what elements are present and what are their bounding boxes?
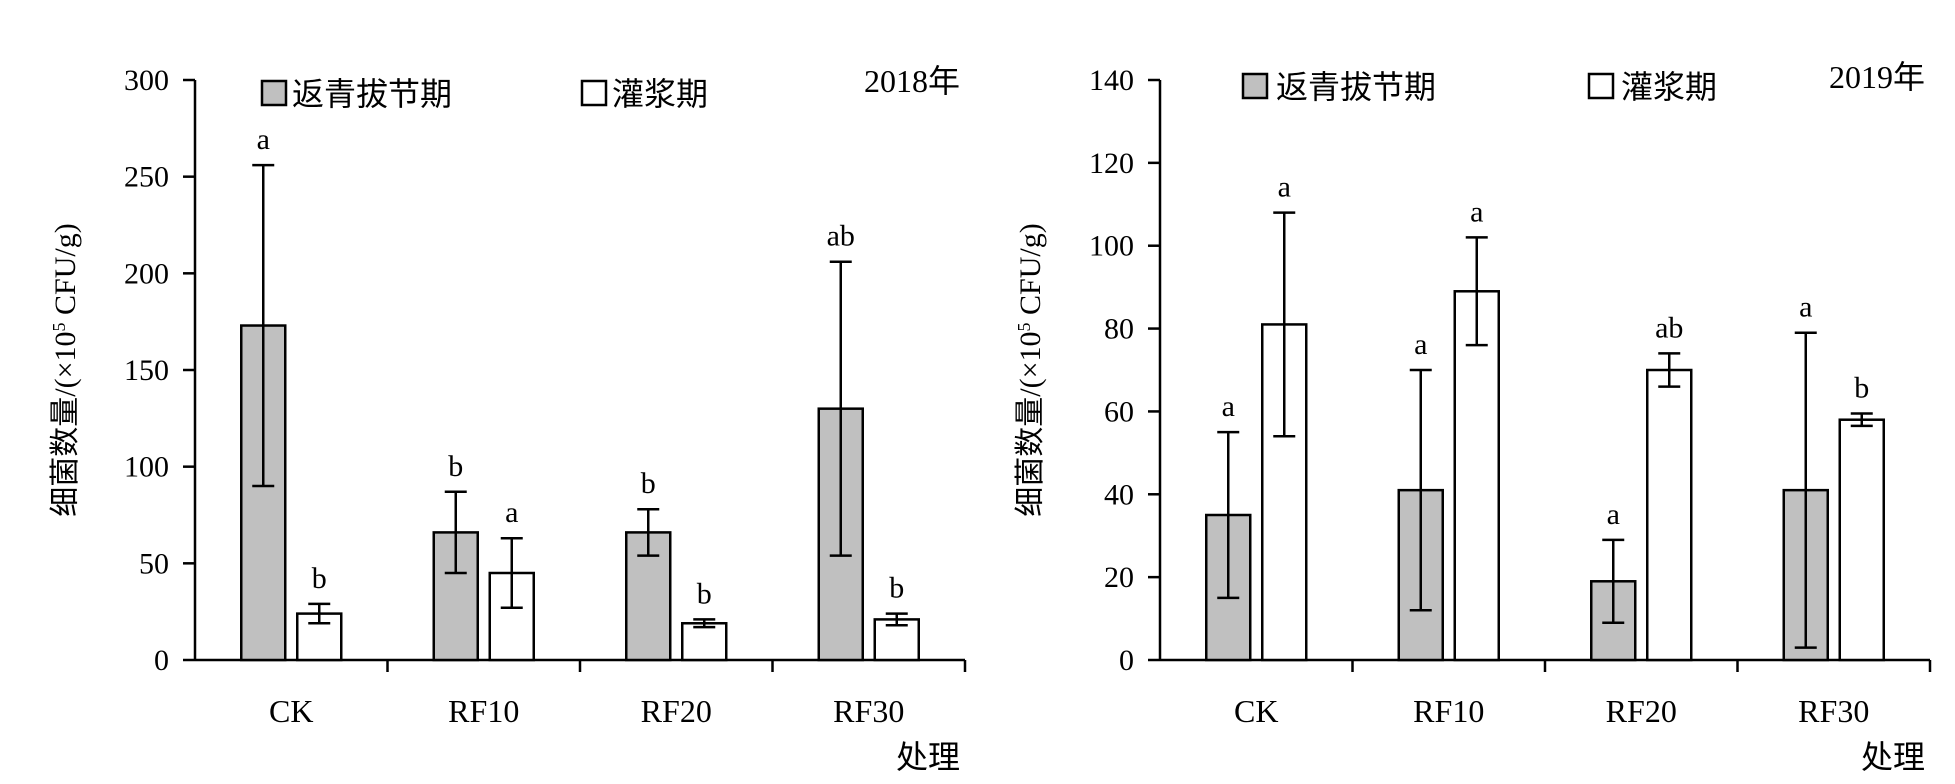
bar xyxy=(681,622,728,662)
significance-label: a xyxy=(1278,171,1291,204)
y-tick-label: 0 xyxy=(1119,644,1134,677)
legend-label: 返青拔节期 xyxy=(292,76,452,112)
significance-label: b xyxy=(448,450,463,483)
bar xyxy=(1838,418,1885,662)
legend-swatch xyxy=(1587,72,1615,100)
significance-label: a xyxy=(1222,390,1235,423)
y-tick-label: 0 xyxy=(154,644,169,677)
x-axis-title: 处理 xyxy=(896,739,960,775)
category-label: RF30 xyxy=(1798,693,1869,729)
chart-title: 2018年 xyxy=(864,63,960,99)
significance-label: a xyxy=(257,123,270,156)
y-axis-title-tail: CFU/g) xyxy=(1014,223,1047,322)
y-tick-label: 120 xyxy=(1089,147,1134,180)
y-tick-label: 100 xyxy=(1089,230,1134,263)
bar xyxy=(240,324,287,662)
category-label: RF10 xyxy=(1413,693,1484,729)
x-axis-title: 处理 xyxy=(1861,739,1925,775)
y-tick-label: 60 xyxy=(1104,395,1134,428)
y-axis-title-tail: CFU/g) xyxy=(49,223,82,322)
category-label: RF20 xyxy=(1606,693,1677,729)
category-label: RF30 xyxy=(833,693,904,729)
legend-swatch xyxy=(580,79,608,107)
legend-label: 灌浆期 xyxy=(1621,69,1717,105)
y-axis-title-sup: 5 xyxy=(49,322,69,331)
significance-label: b xyxy=(312,562,327,595)
y-tick-label: 140 xyxy=(1089,64,1134,97)
y-tick-label: 50 xyxy=(139,547,169,580)
y-tick-label: 150 xyxy=(124,354,169,387)
significance-label: ab xyxy=(827,220,855,253)
legend-label: 返青拔节期 xyxy=(1276,69,1436,105)
significance-label: a xyxy=(1607,498,1620,531)
legend-label: 灌浆期 xyxy=(612,76,708,112)
y-tick-label: 200 xyxy=(124,257,169,290)
y-axis-title-main: 细菌数量/(×10 xyxy=(49,331,82,516)
significance-label: b xyxy=(889,572,904,605)
significance-label: a xyxy=(1799,291,1812,324)
significance-label: b xyxy=(1854,372,1869,405)
category-label: CK xyxy=(269,693,313,729)
significance-label: b xyxy=(641,467,656,500)
category-label: RF20 xyxy=(641,693,712,729)
legend-swatch xyxy=(260,79,288,107)
y-tick-label: 80 xyxy=(1104,313,1134,346)
y-tick-label: 250 xyxy=(124,161,169,194)
y-axis-title: 细菌数量/(×105 CFU/g) xyxy=(1014,223,1047,516)
chart-title: 2019年 xyxy=(1829,59,1925,95)
category-label: CK xyxy=(1234,693,1278,729)
y-tick-label: 100 xyxy=(124,451,169,484)
bar xyxy=(1453,290,1500,662)
y-tick-label: 20 xyxy=(1104,561,1134,594)
significance-label: a xyxy=(505,496,518,529)
y-axis-title-main: 细菌数量/(×10 xyxy=(1014,331,1047,516)
significance-label: a xyxy=(1470,195,1483,228)
significance-label: b xyxy=(697,577,712,610)
y-axis-title-sup: 5 xyxy=(1014,322,1034,331)
chart-2019: 0 20 40 60 80 100 120 140 CK RF10 RF20 RF30 a a a a a a ab… xyxy=(1014,59,1932,775)
significance-label: a xyxy=(1414,328,1427,361)
category-label: RF10 xyxy=(448,693,519,729)
y-tick-label: 300 xyxy=(124,64,169,97)
significance-label: ab xyxy=(1655,311,1683,344)
y-tick-label: 40 xyxy=(1104,478,1134,511)
legend-swatch xyxy=(1241,72,1269,100)
y-axis-title: 细菌数量/(×105 CFU/g) xyxy=(49,223,82,516)
bar xyxy=(1646,368,1693,662)
